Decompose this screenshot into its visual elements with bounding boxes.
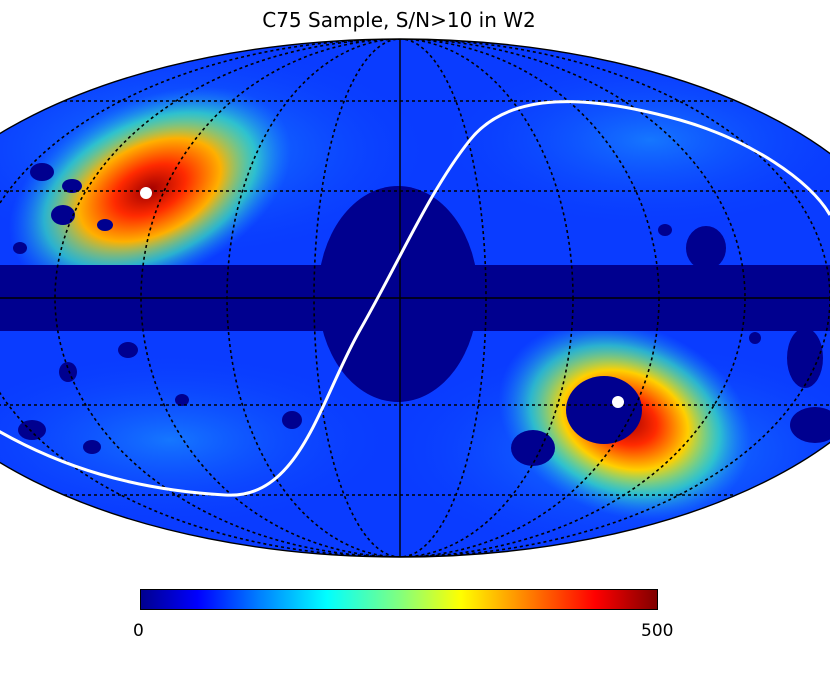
colorbar-max-label: 500 [641, 621, 674, 641]
masked-sources [13, 163, 830, 466]
south-ecliptic-pole-marker [612, 396, 624, 408]
map-outline [0, 38, 830, 558]
map-title: C75 Sample, S/N>10 in W2 [262, 8, 536, 32]
ecliptic-line [0, 100, 830, 497]
glow-region-sw [0, 350, 400, 530]
colorbar [140, 589, 658, 610]
map-body [0, 39, 830, 557]
north-ecliptic-pole-marker [140, 187, 152, 199]
bulge-mask [318, 186, 478, 402]
colorbar-min-label: 0 [133, 621, 144, 641]
